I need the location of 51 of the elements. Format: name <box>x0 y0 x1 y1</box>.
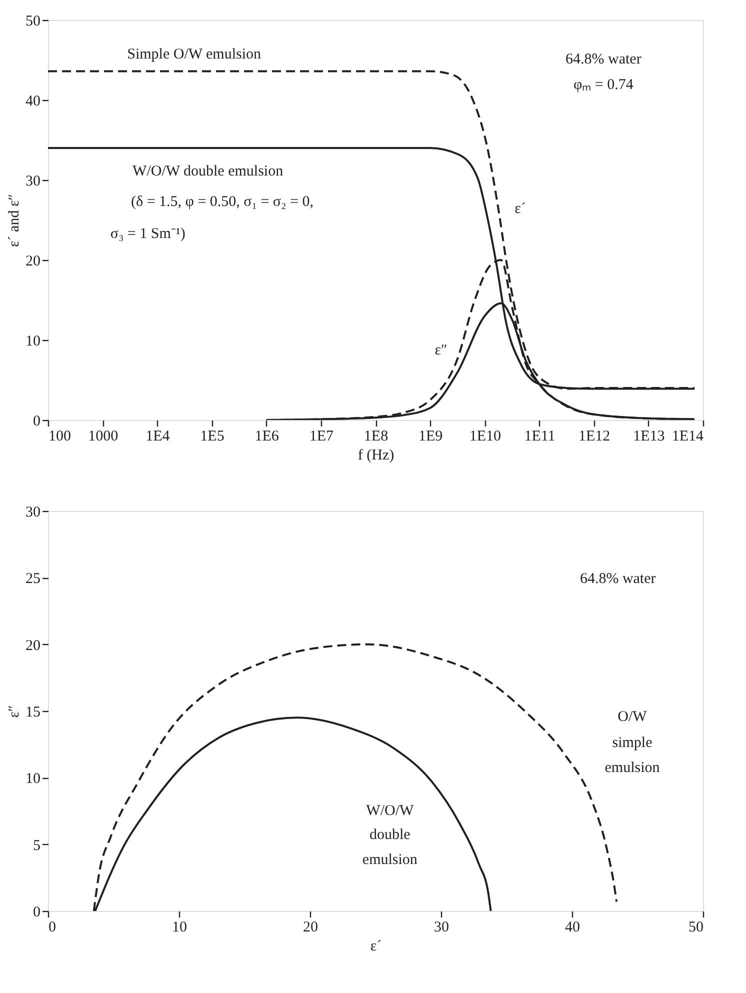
y-tick-label: 30 <box>26 174 40 190</box>
annotation: σ₃ = 1 Sm⁻¹) <box>110 226 186 242</box>
annotation: 64.8% water <box>580 570 656 587</box>
y-tick-label: 30 <box>26 504 40 520</box>
annotation: (δ = 1.5, φ = 0.50, σ₁ = σ₂ = 0, <box>131 194 314 210</box>
annotation: W/O/W double emulsion <box>132 163 284 180</box>
annotation: simple <box>612 734 653 751</box>
y-tick-label: 5 <box>33 838 40 854</box>
annotation: emulsion <box>604 760 660 776</box>
x-axis-title: f (Hz) <box>358 448 394 464</box>
x-tick-label: 100 <box>48 428 71 444</box>
x-tick-label: 1E7 <box>309 428 334 444</box>
annotation: emulsion <box>362 852 418 868</box>
x-tick-label: 1E12 <box>578 428 610 444</box>
y-tick-label: 40 <box>26 94 40 110</box>
x-tick-label: 1E5 <box>200 428 224 444</box>
y-tick-label: 20 <box>26 254 40 270</box>
y-tick-label: 0 <box>33 414 40 430</box>
x-tick-label: 1E10 <box>469 428 502 444</box>
x-axis-title: ε´ <box>370 938 382 954</box>
x-tick-label: 40 <box>565 920 580 936</box>
x-tick-label: 1E14 <box>672 428 704 444</box>
annotation: Simple O/W emulsion <box>127 46 262 63</box>
y-axis-title: ε´ and ε″ <box>6 194 22 247</box>
x-tick-label: 1E6 <box>254 428 280 444</box>
x-tick-label: 1E11 <box>524 428 556 444</box>
x-tick-label: 1E8 <box>364 428 388 444</box>
y-tick-label: 0 <box>33 904 40 920</box>
annotation: ε´ <box>514 201 526 217</box>
x-tick-label: 1E13 <box>633 428 665 444</box>
x-tick-label: 30 <box>434 920 449 936</box>
x-tick-label: 0 <box>48 920 56 936</box>
annotation: W/O/W <box>366 802 414 819</box>
y-tick-label: 10 <box>26 771 40 788</box>
x-tick-label: 50 <box>688 920 704 936</box>
x-tick-label: 1000 <box>88 428 118 444</box>
y-axis-title: ε″ <box>6 705 22 718</box>
annotation: O/W <box>618 709 648 726</box>
y-tick-label: 15 <box>26 704 40 720</box>
y-tick-label: 50 <box>26 14 40 30</box>
annotation: double <box>369 826 411 843</box>
annotation: φₘ = 0.74 <box>574 77 634 93</box>
annotation: 64.8% water <box>566 51 642 68</box>
x-tick-label: 20 <box>303 920 318 936</box>
x-tick-label: 1E4 <box>146 428 170 444</box>
annotation: ε″ <box>434 342 448 359</box>
y-tick-label: 20 <box>26 638 40 654</box>
y-tick-label: 10 <box>26 334 40 350</box>
x-tick-label: 10 <box>172 920 187 936</box>
x-tick-label: 1E9 <box>418 428 443 444</box>
y-tick-label: 25 <box>26 571 40 588</box>
